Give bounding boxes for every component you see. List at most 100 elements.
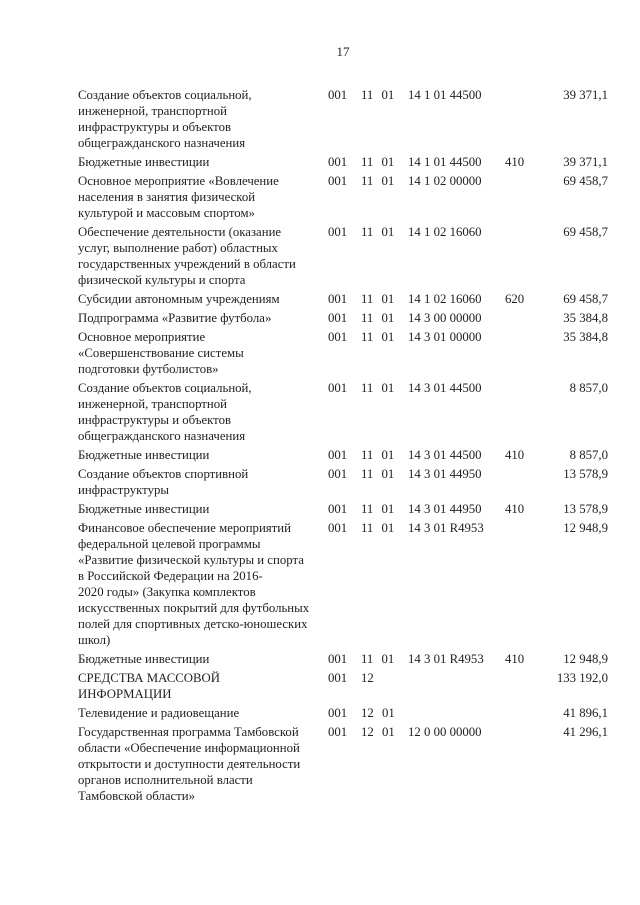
row-code-grbs: 001 bbox=[328, 155, 348, 169]
row-code-target: 14 1 01 44500 bbox=[408, 155, 482, 169]
row-amount: 13 578,9 bbox=[563, 502, 608, 516]
table-row: Обеспечение деятельности (оказание услуг… bbox=[78, 224, 608, 288]
table-row: Создание объектов социальной, инженерной… bbox=[78, 380, 608, 444]
row-code-section: 11 01 bbox=[361, 652, 395, 666]
row-code-exptype: 620 bbox=[505, 292, 525, 306]
row-code-target: 14 3 01 44950 bbox=[408, 467, 482, 481]
row-name: Субсидии автономным учреждениям bbox=[78, 292, 280, 306]
row-amount: 35 384,8 bbox=[563, 330, 608, 344]
row-code-section: 11 01 bbox=[361, 381, 395, 395]
row-amount: 12 948,9 bbox=[563, 652, 608, 666]
row-name: Создание объектов спортивной инфраструкт… bbox=[78, 467, 249, 497]
row-code-section: 11 01 bbox=[361, 88, 395, 102]
row-name: Подпрограмма «Развитие футбола» bbox=[78, 311, 272, 325]
row-code-section: 11 01 bbox=[361, 174, 395, 188]
row-name: Бюджетные инвестиции bbox=[78, 448, 210, 462]
row-code-grbs: 001 bbox=[328, 652, 348, 666]
row-code-section: 11 01 bbox=[361, 502, 395, 516]
row-code-section: 12 bbox=[361, 671, 374, 685]
row-amount: 69 458,7 bbox=[563, 225, 608, 239]
row-amount: 8 857,0 bbox=[569, 448, 608, 462]
row-amount: 133 192,0 bbox=[556, 671, 608, 685]
row-name: Создание объектов социальной, инженерной… bbox=[78, 381, 252, 443]
table-row: Государственная программа Тамбовской обл… bbox=[78, 724, 608, 804]
row-name: Финансовое обеспечение мероприятий федер… bbox=[78, 521, 310, 647]
row-code-target: 14 3 01 44500 bbox=[408, 381, 482, 395]
table-row: Бюджетные инвестиции 001 11 01 14 1 01 4… bbox=[78, 154, 608, 170]
row-code-grbs: 001 bbox=[328, 706, 348, 720]
row-code-target: 14 1 02 16060 bbox=[408, 292, 482, 306]
row-code-exptype: 410 bbox=[505, 448, 525, 462]
row-code-target: 14 3 01 44500 bbox=[408, 448, 482, 462]
row-amount: 69 458,7 bbox=[563, 292, 608, 306]
row-code-section: 11 01 bbox=[361, 155, 395, 169]
row-amount: 69 458,7 bbox=[563, 174, 608, 188]
table-row: Телевидение и радиовещание 001 12 01 41 … bbox=[78, 705, 608, 721]
row-name: Обеспечение деятельности (оказание услуг… bbox=[78, 225, 296, 287]
row-code-section: 11 01 bbox=[361, 521, 395, 535]
row-code-grbs: 001 bbox=[328, 88, 348, 102]
row-amount: 41 296,1 bbox=[563, 725, 608, 739]
row-code-exptype: 410 bbox=[505, 652, 525, 666]
row-code-section: 12 01 bbox=[361, 725, 395, 739]
row-code-grbs: 001 bbox=[328, 502, 348, 516]
row-code-grbs: 001 bbox=[328, 467, 348, 481]
row-name: Создание объектов социальной, инженерной… bbox=[78, 88, 252, 150]
row-amount: 35 384,8 bbox=[563, 311, 608, 325]
row-code-target: 14 1 02 00000 bbox=[408, 174, 482, 188]
table-row: Финансовое обеспечение мероприятий федер… bbox=[78, 520, 608, 648]
page-number: 17 bbox=[336, 44, 350, 59]
row-code-target: 14 3 01 00000 bbox=[408, 330, 482, 344]
row-code-section: 11 01 bbox=[361, 225, 395, 239]
row-code-exptype: 410 bbox=[505, 502, 525, 516]
table-row: Подпрограмма «Развитие футбола» 001 11 0… bbox=[78, 310, 608, 326]
row-code-section: 11 01 bbox=[361, 467, 395, 481]
row-name: Государственная программа Тамбовской обл… bbox=[78, 725, 301, 803]
row-code-section: 11 01 bbox=[361, 448, 395, 462]
row-code-grbs: 001 bbox=[328, 521, 348, 535]
row-code-grbs: 001 bbox=[328, 725, 348, 739]
row-code-section: 12 01 bbox=[361, 706, 395, 720]
row-code-section: 11 01 bbox=[361, 292, 395, 306]
table-row: Основное мероприятие «Совершенствование … bbox=[78, 329, 608, 377]
row-code-target: 12 0 00 00000 bbox=[408, 725, 482, 739]
row-code-target: 14 3 01 44950 bbox=[408, 502, 482, 516]
row-code-grbs: 001 bbox=[328, 448, 348, 462]
row-amount: 39 371,1 bbox=[563, 155, 608, 169]
row-code-target: 14 1 01 44500 bbox=[408, 88, 482, 102]
row-code-grbs: 001 bbox=[328, 330, 348, 344]
row-amount: 13 578,9 bbox=[563, 467, 608, 481]
row-code-target: 14 3 00 00000 bbox=[408, 311, 482, 325]
row-amount: 39 371,1 bbox=[563, 88, 608, 102]
table-row: Субсидии автономным учреждениям 001 11 0… bbox=[78, 291, 608, 307]
row-name: СРЕДСТВА МАССОВОЙ ИНФОРМАЦИИ bbox=[78, 671, 221, 701]
table-row: Основное мероприятие «Вовлечение населен… bbox=[78, 173, 608, 221]
row-name: Основное мероприятие «Совершенствование … bbox=[78, 330, 244, 376]
row-code-target: 14 3 01 R4953 bbox=[408, 652, 484, 666]
row-code-grbs: 001 bbox=[328, 671, 348, 685]
row-code-target: 14 3 01 R4953 bbox=[408, 521, 484, 535]
table-row: Бюджетные инвестиции 001 11 01 14 3 01 4… bbox=[78, 501, 608, 517]
row-amount: 12 948,9 bbox=[563, 521, 608, 535]
table-row: Бюджетные инвестиции 001 11 01 14 3 01 R… bbox=[78, 651, 608, 667]
row-code-grbs: 001 bbox=[328, 174, 348, 188]
row-code-section: 11 01 bbox=[361, 311, 395, 325]
row-code-exptype: 410 bbox=[505, 155, 525, 169]
row-name: Бюджетные инвестиции bbox=[78, 502, 210, 516]
row-code-target: 14 1 02 16060 bbox=[408, 225, 482, 239]
row-amount: 41 896,1 bbox=[563, 706, 608, 720]
row-name: Основное мероприятие «Вовлечение населен… bbox=[78, 174, 279, 220]
row-amount: 8 857,0 bbox=[569, 381, 608, 395]
row-code-grbs: 001 bbox=[328, 225, 348, 239]
table-row: Бюджетные инвестиции 001 11 01 14 3 01 4… bbox=[78, 447, 608, 463]
table-row: Создание объектов социальной, инженерной… bbox=[78, 87, 608, 151]
row-name: Бюджетные инвестиции bbox=[78, 155, 210, 169]
row-code-grbs: 001 bbox=[328, 292, 348, 306]
row-name: Телевидение и радиовещание bbox=[78, 706, 240, 720]
row-name: Бюджетные инвестиции bbox=[78, 652, 210, 666]
budget-table-body: Создание объектов социальной, инженерной… bbox=[78, 87, 608, 807]
row-code-section: 11 01 bbox=[361, 330, 395, 344]
row-code-grbs: 001 bbox=[328, 381, 348, 395]
table-row: Создание объектов спортивной инфраструкт… bbox=[78, 466, 608, 498]
